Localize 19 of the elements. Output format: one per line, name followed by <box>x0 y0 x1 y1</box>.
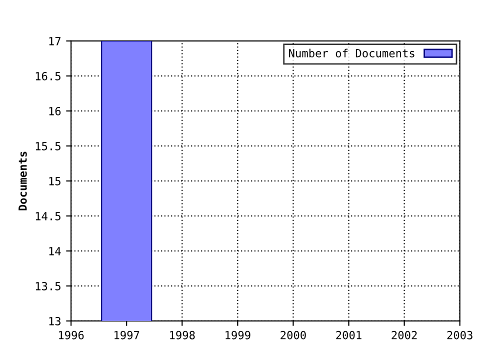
y-axis-title: Documents <box>18 152 27 210</box>
x-tick-label: 2003 <box>447 330 472 340</box>
y-tick-label: 14 <box>49 247 61 256</box>
y-tick-label: 16 <box>49 106 61 116</box>
x-tick-label: 1997 <box>114 330 140 340</box>
x-tick-label: 2002 <box>392 330 417 340</box>
y-tick-label: 15 <box>49 177 60 186</box>
x-tick-label: 1999 <box>226 330 250 340</box>
legend-label: Number of Documents <box>289 48 414 58</box>
y-tick-label: 13.5 <box>36 282 60 290</box>
y-tick-label: 16.5 <box>36 72 60 80</box>
y-tick-label: 17 <box>49 37 60 46</box>
x-tick-label: 1998 <box>170 330 195 340</box>
y-tick-label: 14.5 <box>36 212 60 220</box>
y-tick-label: 13 <box>49 316 60 326</box>
x-tick-label: 2001 <box>336 330 362 340</box>
x-tick-label: 2000 <box>280 330 306 340</box>
y-tick-label: 15.5 <box>36 142 60 150</box>
x-tick-label: 1996 <box>58 330 84 340</box>
